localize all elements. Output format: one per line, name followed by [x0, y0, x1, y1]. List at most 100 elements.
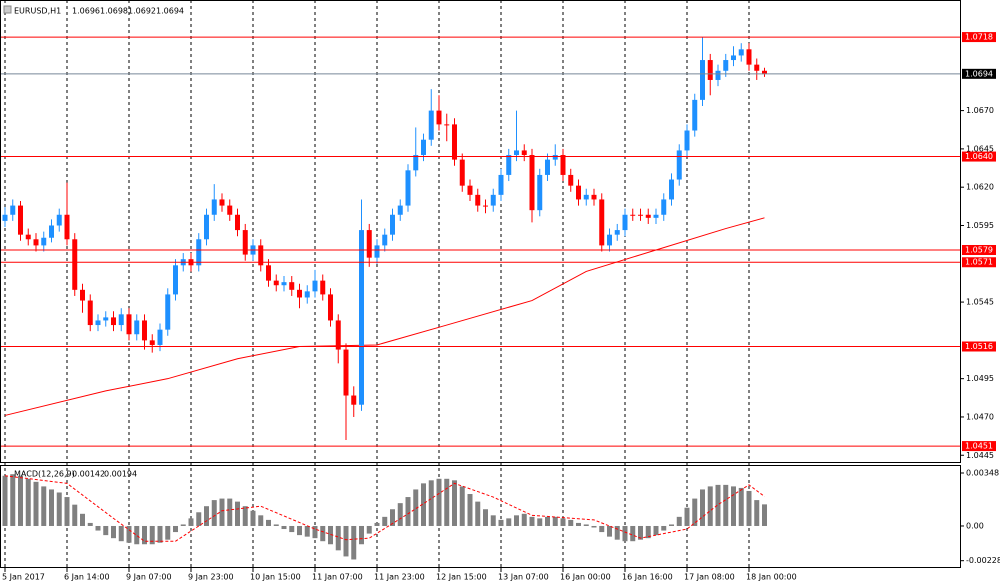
- macd-bar: [754, 500, 760, 526]
- candle-body: [661, 199, 667, 215]
- macd-bar: [715, 484, 721, 526]
- macd-bar: [421, 483, 426, 526]
- plot: [0, 36, 960, 560]
- candle-body: [397, 205, 403, 215]
- candle-body: [475, 194, 481, 206]
- macd-bar: [676, 516, 682, 526]
- y-tick-label: 1.0495: [966, 374, 994, 383]
- candle-body: [707, 60, 713, 80]
- macd-bar: [41, 486, 47, 526]
- candle-body: [607, 234, 612, 246]
- macd-bar: [211, 500, 217, 526]
- macd-bar: [514, 515, 519, 526]
- x-tick-label: 11 Jan 23:00: [374, 573, 425, 582]
- y-tick-label: 1.0595: [966, 221, 994, 230]
- macd-bar: [583, 524, 589, 526]
- symbol-icon: [3, 5, 12, 14]
- macd-bar: [204, 506, 209, 526]
- candle-body: [49, 225, 54, 238]
- macd-bar: [413, 489, 419, 526]
- candle-body: [33, 239, 39, 246]
- candle-body: [669, 179, 674, 200]
- last-close: 1.0694: [156, 7, 184, 16]
- macd-bar: [173, 525, 178, 533]
- macd-bar: [165, 525, 171, 540]
- macd-bar: [490, 515, 496, 526]
- candle-body: [452, 124, 457, 160]
- candle-body: [289, 282, 295, 290]
- macd-bar: [242, 506, 248, 526]
- signal-value: 0.00194: [104, 470, 137, 479]
- macd-bar: [134, 525, 140, 545]
- last-high: 1.0698: [100, 7, 128, 16]
- candle-body: [754, 64, 760, 71]
- y-tick-label: 1.0620: [966, 183, 994, 192]
- candle-body: [700, 60, 705, 100]
- candle-body: [10, 205, 16, 215]
- y-tick-label: 1.0445: [966, 451, 994, 460]
- candle-body: [173, 265, 178, 295]
- candle-body: [599, 199, 605, 246]
- level-label: 1.0640: [965, 152, 993, 161]
- x-tick-label: 5 Jan 2017: [2, 573, 45, 582]
- level-label: 1.0571: [965, 258, 993, 267]
- candle-body: [374, 245, 380, 258]
- candle-body: [304, 291, 310, 298]
- candle-body: [118, 314, 124, 326]
- candle-body: [545, 159, 550, 175]
- macd-bar: [118, 525, 124, 542]
- macd-bar: [250, 510, 256, 526]
- y-tick-label: -0.00228: [966, 556, 1000, 565]
- x-tick-label: 10 Jan 15:00: [250, 573, 301, 582]
- macd-bar: [80, 513, 85, 526]
- macd-bar: [568, 519, 574, 526]
- candle-body: [366, 230, 372, 258]
- level-label-box: [962, 441, 996, 452]
- macd-bar: [723, 484, 729, 526]
- candle-body: [506, 155, 512, 175]
- macd-bar: [72, 504, 78, 526]
- macd-bar: [235, 501, 240, 526]
- candle-body: [258, 245, 264, 266]
- candle-body: [490, 194, 496, 206]
- macd-bar: [219, 498, 225, 526]
- macd-bar: [707, 486, 713, 526]
- macd-bar: [273, 524, 279, 526]
- macd-bar: [397, 503, 403, 526]
- candle-body: [103, 317, 109, 321]
- candle-body: [653, 214, 659, 218]
- macd-bar: [452, 480, 457, 526]
- macd-bar: [529, 516, 535, 526]
- candle-body: [583, 194, 589, 200]
- macd-bar: [180, 524, 186, 526]
- macd-bar: [498, 519, 504, 526]
- macd-bar: [351, 525, 357, 560]
- candle-body: [591, 194, 597, 200]
- macd-bar: [521, 513, 527, 526]
- candle-body: [537, 174, 543, 211]
- current-price-box: [962, 68, 996, 79]
- candle-body: [211, 199, 217, 215]
- macd-bar: [483, 509, 488, 526]
- macd-bar: [33, 481, 39, 526]
- candle-body: [134, 320, 140, 335]
- x-tick-label: 18 Jan 00:00: [746, 573, 797, 582]
- macd-bar: [343, 525, 349, 557]
- candle-body: [467, 185, 473, 195]
- macd-bar: [669, 524, 674, 526]
- candle-body: [142, 320, 147, 341]
- candle-body: [196, 239, 202, 266]
- macd-bar: [537, 518, 543, 526]
- macd-bar: [746, 490, 752, 526]
- candle-body: [2, 214, 8, 221]
- level-label-box: [962, 257, 996, 268]
- candle-body: [676, 150, 682, 180]
- macd-bar: [157, 525, 163, 543]
- macd-bar: [188, 518, 194, 526]
- macd-bar: [126, 525, 132, 543]
- candle-body: [731, 55, 736, 61]
- candle-body: [18, 205, 23, 235]
- macd-bar: [390, 509, 395, 526]
- macd-bar: [630, 525, 636, 542]
